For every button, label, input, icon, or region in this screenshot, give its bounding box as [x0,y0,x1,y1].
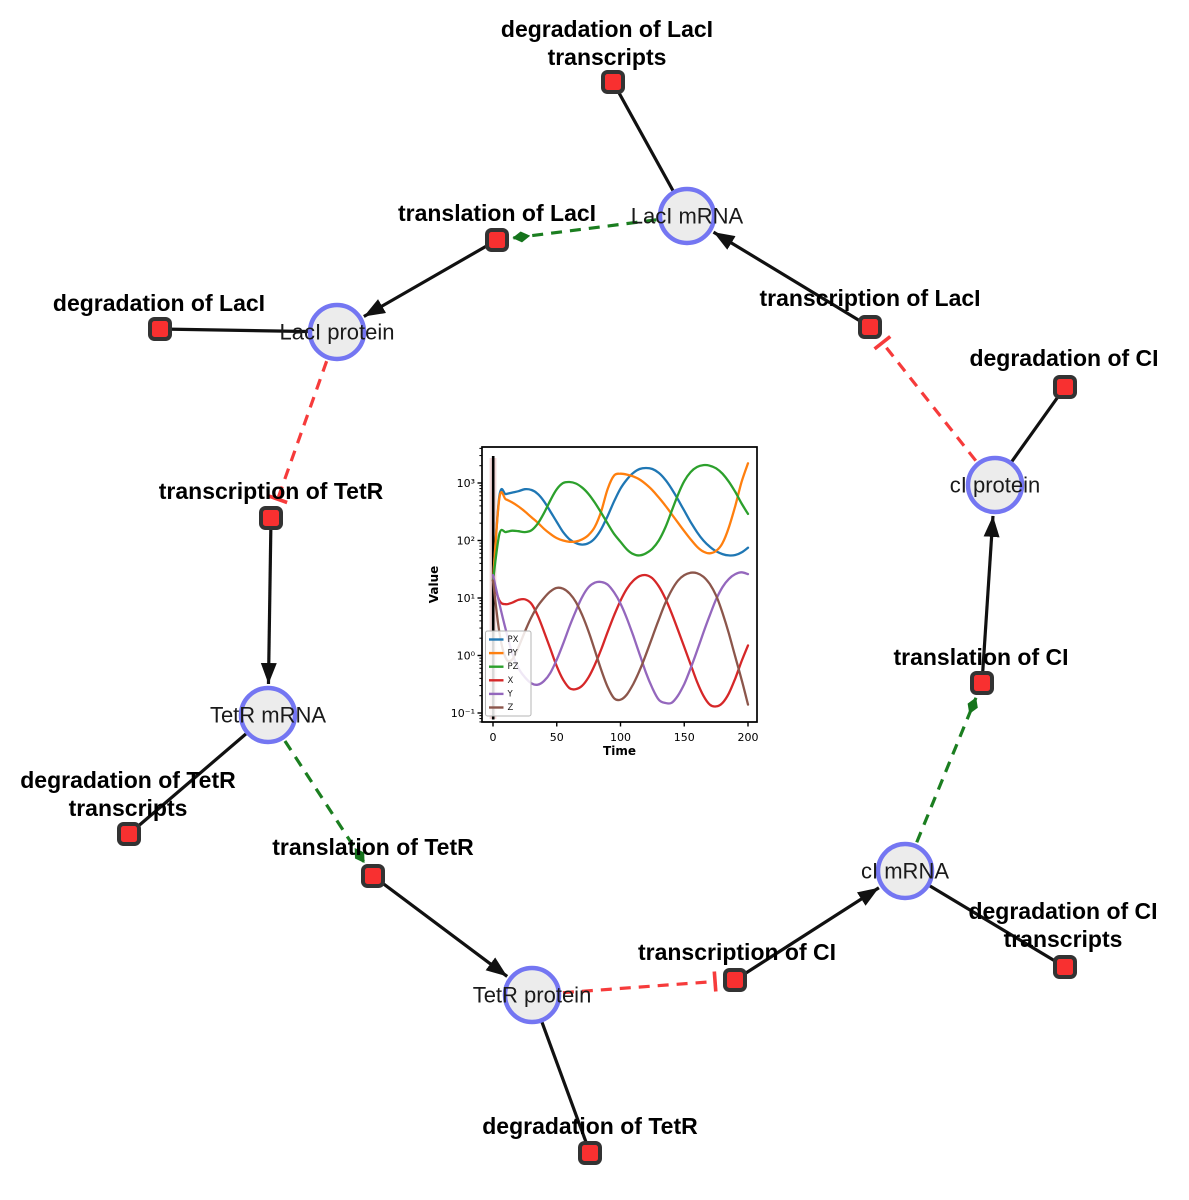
species-label-laci-protein: LacI protein [280,320,395,345]
reaction-node-deg-laci[interactable] [148,317,172,341]
edge-production-transl-ci-ci-protein [980,515,1000,684]
legend-label-PX: PX [508,635,519,645]
reaction-node-deg-laci-tx[interactable] [601,70,625,94]
edge-consumption-ci-mrna-deg-ci-tx [904,869,1066,969]
legend-label-Y: Y [507,689,514,699]
edge-inhibition-ci-protein-tx-laci [873,335,978,462]
reaction-node-deg-tetr[interactable] [578,1141,602,1165]
species-label-laci-mrna: LacI mRNA [631,204,744,229]
reaction-label-transl-tetr: translation of TetR [272,834,474,860]
reaction-label-transl-laci: translation of LacI [398,200,596,226]
reaction-label-tx-tetr: transcription of TetR [159,478,384,504]
series-line-Y [491,571,750,705]
legend-label-X: X [508,676,514,686]
reaction-label-deg-laci-tx: degradation of LacI [501,16,713,42]
reaction-label-deg-tetr-tx-line2: transcripts [69,795,188,821]
reaction-node-transl-laci[interactable] [485,228,509,252]
reaction-label-deg-laci-tx-line2: transcripts [548,44,667,70]
series-line-PZ [491,463,750,582]
series-line-Z [491,571,750,706]
legend-label-PZ: PZ [508,662,519,672]
reaction-node-tx-laci[interactable] [858,315,882,339]
species-node-ci-mrna[interactable] [875,841,935,901]
x-tick-label: 150 [674,731,695,744]
reaction-node-tx-tetr[interactable] [259,506,283,530]
edge-catalysis-tetr-mrna-transl-tetr [283,740,366,864]
reaction-label-transl-ci: translation of CI [893,644,1068,670]
edge-consumption-tetr-mrna-deg-tetr-tx [127,713,270,836]
species-node-ci-protein[interactable] [965,455,1025,515]
series-line-PY [491,462,750,582]
reaction-node-deg-ci[interactable] [1053,375,1077,399]
reaction-label-deg-laci: degradation of LacI [53,290,265,316]
species-node-tetr-mrna[interactable] [238,685,298,745]
species-label-tetr-mrna: TetR mRNA [210,703,326,728]
edge-production-tx-laci-laci-mrna [712,230,871,329]
y-tick-label: 10⁻¹ [451,707,475,720]
reaction-label-tx-ci: transcription of CI [638,939,836,965]
x-tick-label: 100 [610,731,631,744]
species-node-tetr-protein[interactable] [502,965,562,1025]
reaction-node-tx-ci[interactable] [723,968,747,992]
edge-production-tx-ci-ci-mrna [734,886,880,982]
network-labels: LacI mRNA LacI protein TetR mRNA TetR prote… [20,16,1158,1139]
reaction-label-deg-tetr: degradation of TetR [482,1113,698,1139]
edge-consumption-laci-protein-deg-laci [159,327,338,334]
reaction-node-transl-tetr[interactable] [361,864,385,888]
reaction-node-deg-ci-tx[interactable] [1053,955,1077,979]
inset-timecourse-chart: 0 50 100 150 200 10⁻¹ 10⁰ 10¹ 10² 10³ Time Value PX P… [427,446,759,758]
network-edges [127,81,1067,1154]
network-nodes [117,70,1077,1165]
x-axis-title: Time [603,744,636,758]
reaction-node-transl-ci[interactable] [970,671,994,695]
reaction-label-tx-laci: transcription of LacI [759,285,980,311]
species-label-ci-protein: cI protein [950,473,1041,498]
x-tick-label: 200 [738,731,759,744]
y-tick-label: 10² [457,535,475,548]
y-axis-title: Value [427,566,441,604]
y-tick-label: 10⁰ [457,650,476,663]
reaction-label-deg-ci: degradation of CI [969,345,1158,371]
reaction-label-deg-tetr-tx: degradation of TetR [20,767,236,793]
edge-catalysis-ci-mrna-transl-ci [915,697,978,843]
chart-axes-box [481,446,758,723]
y-tick-label: 10¹ [457,592,475,605]
series-line-PX [491,466,750,582]
edge-inhibition-tetr-protein-tx-ci [562,971,718,995]
reaction-label-deg-ci-tx: degradation of CI [968,898,1157,924]
legend-label-Z: Z [508,703,514,713]
edge-production-tx-tetr-tetr-mrna [260,517,277,685]
reaction-label-deg-ci-tx-line2: transcripts [1004,926,1123,952]
x-tick-label: 50 [550,731,564,744]
x-tick-label: 0 [490,731,497,744]
species-label-ci-mrna: cI mRNA [861,859,949,884]
reaction-node-deg-tetr-tx[interactable] [117,822,141,846]
edge-inhibition-laci-protein-tx-tetr [267,360,329,505]
y-tick-label: 10³ [457,477,475,490]
species-node-laci-mrna[interactable] [657,186,717,246]
edge-production-transl-tetr-tetr-protein [372,874,509,978]
edge-catalysis-laci-mrna-transl-laci [512,218,657,243]
species-node-laci-protein[interactable] [307,302,367,362]
species-label-tetr-protein: TetR protein [473,983,592,1008]
edge-production-transl-laci-laci-protein [363,238,498,318]
legend-label-PY: PY [508,649,519,659]
